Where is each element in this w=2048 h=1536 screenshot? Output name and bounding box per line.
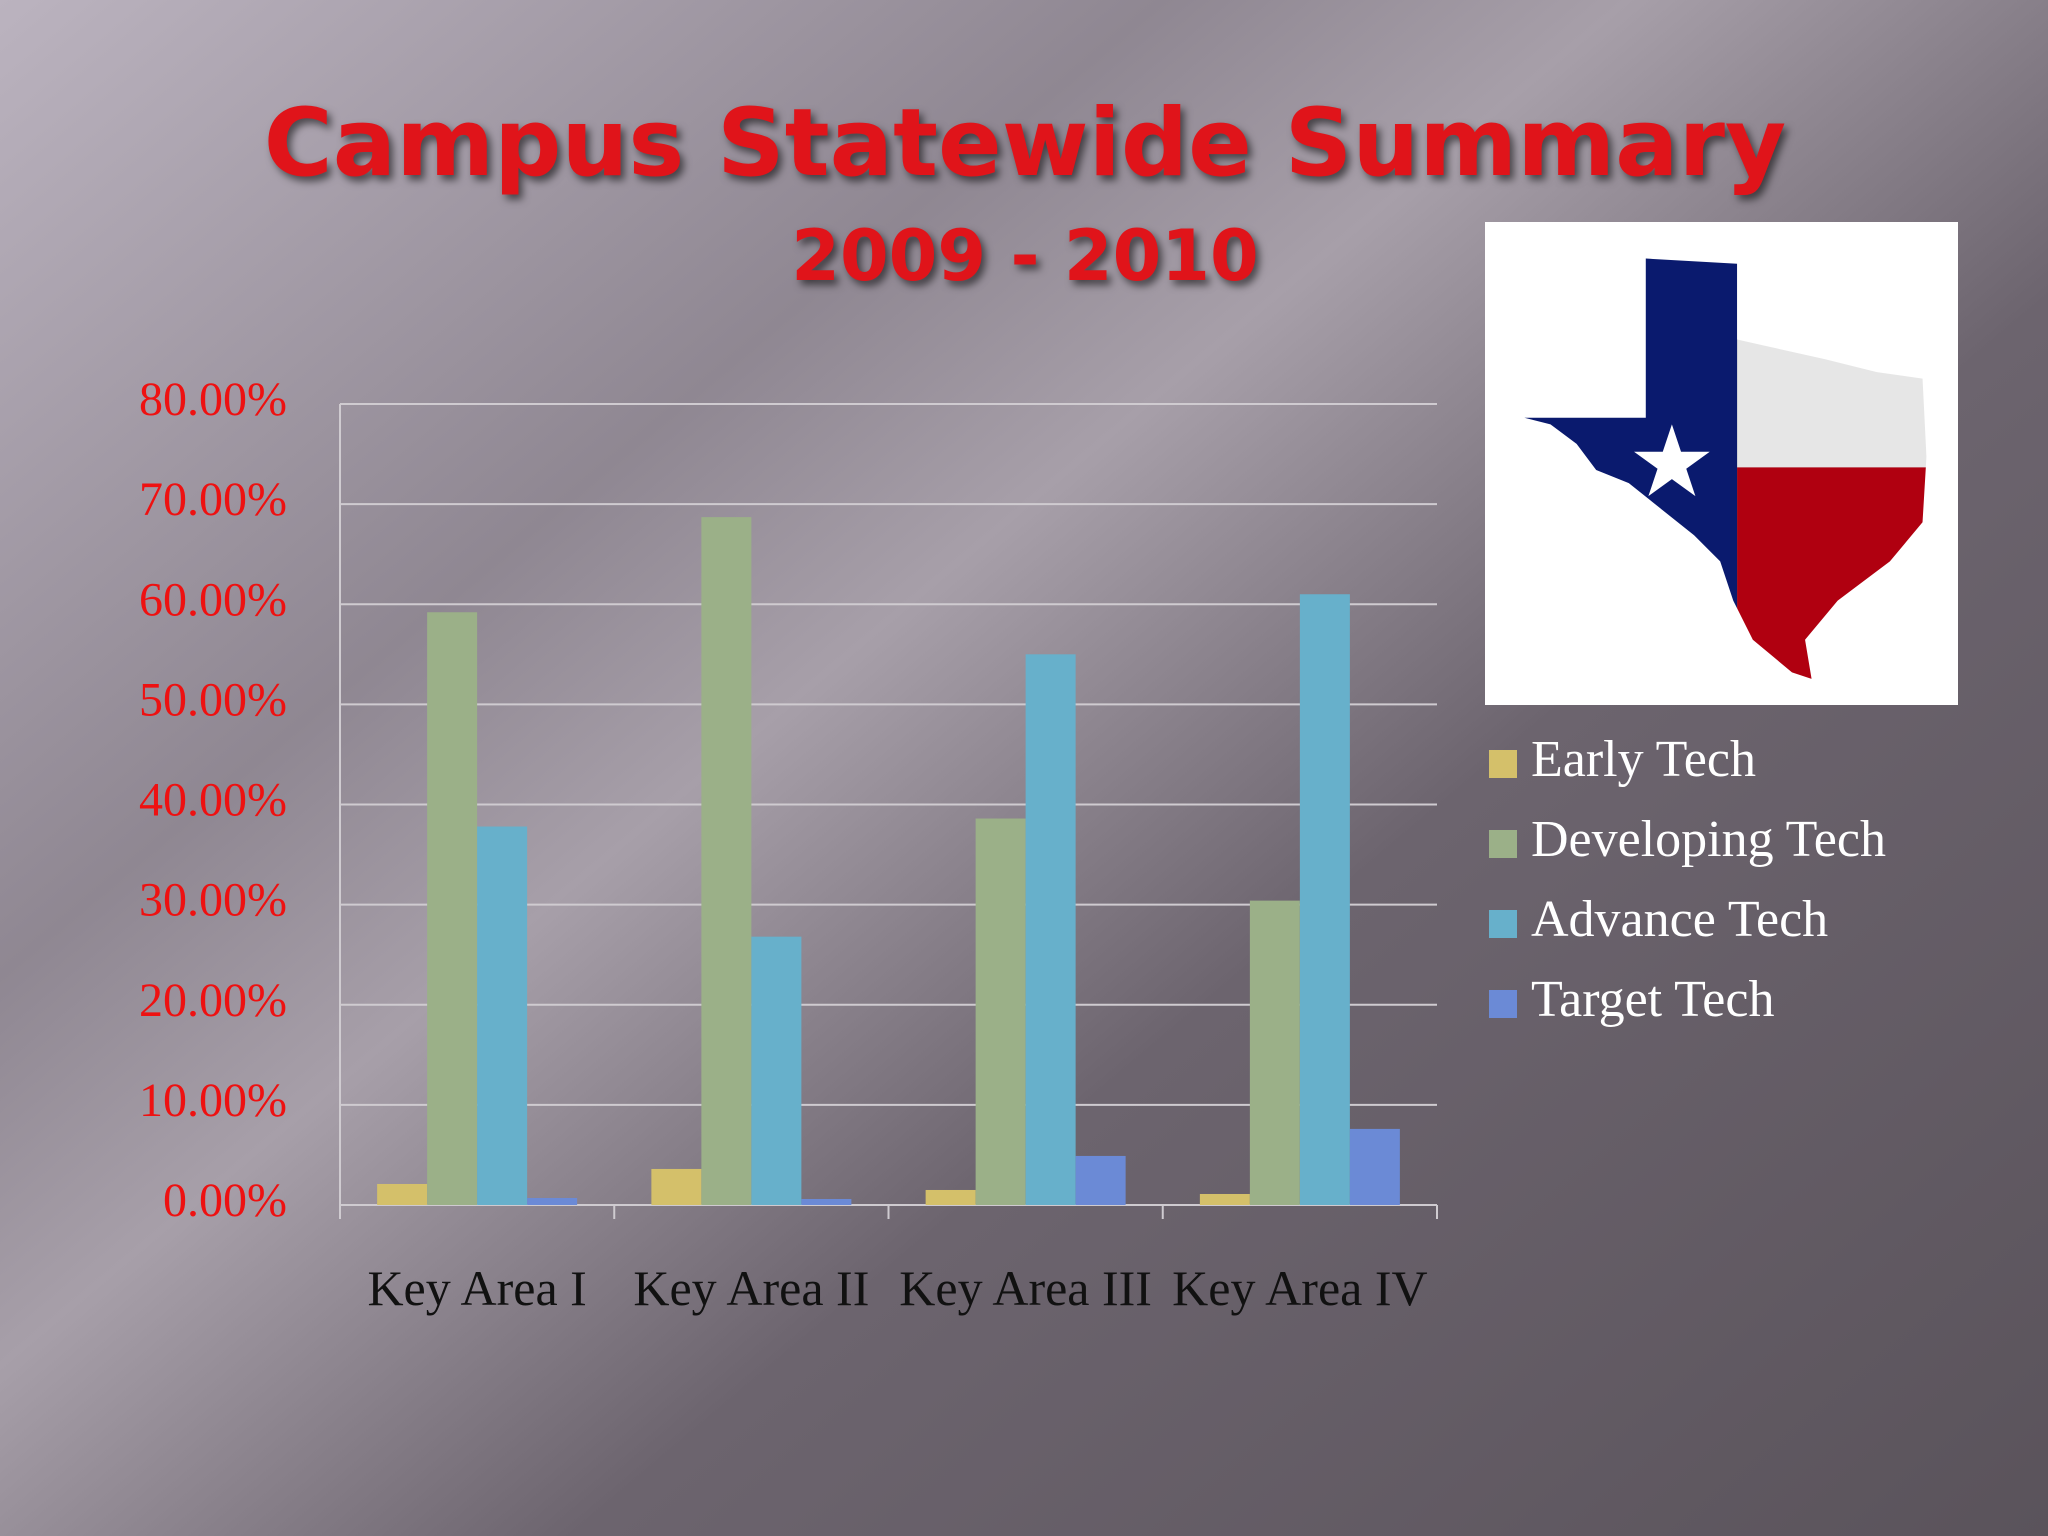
bar (377, 1183, 428, 1205)
bar (527, 1197, 578, 1205)
chart-subtitle: 2009 - 2010 (791, 215, 1258, 297)
bar (1249, 900, 1300, 1205)
x-tick-label: Key Area I (367, 1260, 587, 1316)
texas-flag-image (1485, 222, 1958, 705)
bar (427, 612, 478, 1205)
legend-swatch (1489, 990, 1517, 1018)
y-tick-label: 30.00% (139, 874, 287, 927)
bar (975, 818, 1026, 1205)
y-tick-label: 0.00% (163, 1174, 287, 1227)
bar (1025, 654, 1076, 1205)
legend-label: Early Tech (1531, 731, 1756, 788)
x-tick-label: Key Area III (899, 1260, 1152, 1316)
legend-swatch (1489, 910, 1517, 938)
bar (1349, 1128, 1400, 1205)
bar (925, 1189, 976, 1205)
chart-title: Campus Statewide Summary (264, 89, 1786, 198)
legend-label: Target Tech (1531, 971, 1774, 1028)
y-tick-label: 80.00% (139, 373, 287, 426)
y-tick-label: 50.00% (139, 673, 287, 726)
bar (701, 517, 752, 1205)
bar (1199, 1193, 1250, 1205)
bar (751, 936, 802, 1205)
y-tick-label: 60.00% (139, 573, 287, 626)
y-tick-label: 70.00% (139, 473, 287, 526)
y-tick-label: 10.00% (139, 1074, 287, 1127)
bar (651, 1168, 702, 1205)
x-tick-label: Key Area II (633, 1260, 870, 1316)
legend-swatch (1489, 830, 1517, 858)
bar (801, 1198, 852, 1205)
bar (1299, 594, 1350, 1205)
bar (1075, 1155, 1126, 1205)
x-tick-label: Key Area IV (1172, 1260, 1428, 1316)
legend-label: Developing Tech (1531, 811, 1886, 868)
legend-swatch (1489, 750, 1517, 778)
y-tick-label: 20.00% (139, 974, 287, 1027)
y-tick-label: 40.00% (139, 774, 287, 827)
legend-label: Advance Tech (1531, 891, 1828, 948)
bar (477, 826, 528, 1205)
